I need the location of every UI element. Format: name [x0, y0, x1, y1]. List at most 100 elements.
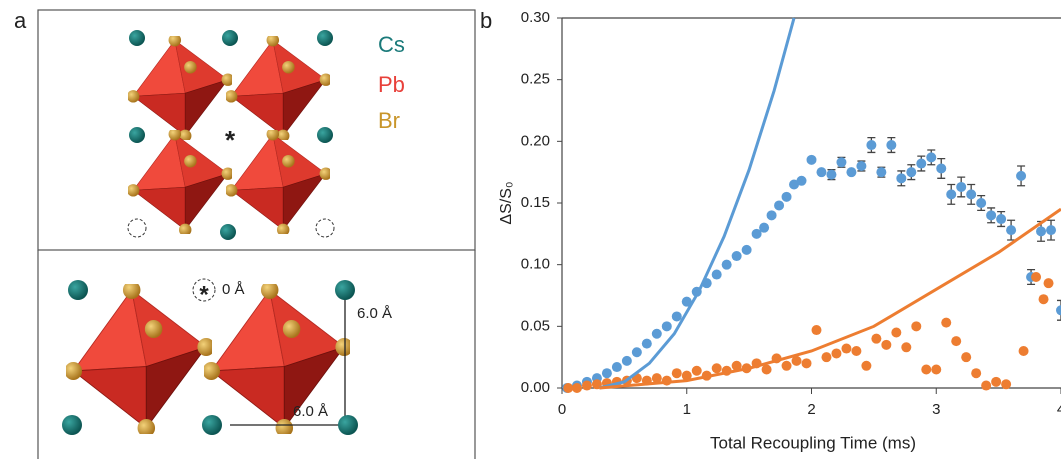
- data-point: [774, 200, 785, 211]
- y-tick-label: 0.10: [521, 256, 550, 273]
- data-point: [806, 154, 817, 165]
- marker: *: [225, 125, 236, 155]
- data-point: [781, 360, 792, 371]
- marker: *: [199, 281, 209, 308]
- data-point: [711, 269, 722, 280]
- panel-a: a * Cs Pb Br * 0 Å 6.0 Å 6.0 Å: [14, 8, 476, 459]
- data-point: [896, 173, 907, 184]
- data-point: [621, 355, 632, 366]
- data-point: [671, 368, 682, 379]
- data-point: [901, 342, 912, 353]
- data-point: [641, 338, 652, 349]
- data-point: [846, 167, 857, 178]
- data-point: [891, 327, 902, 338]
- octahedron: [204, 284, 350, 434]
- y-tick-label: 0.05: [521, 317, 550, 334]
- data-point: [741, 244, 752, 255]
- data-point: [876, 167, 887, 178]
- data-point: [681, 296, 692, 307]
- fit-curve: [599, 17, 796, 390]
- octahedron: [128, 36, 232, 140]
- data-point: [571, 383, 582, 393]
- data-point: [801, 358, 812, 369]
- data-point: [881, 339, 892, 350]
- data-point: [1056, 305, 1061, 316]
- octahedron: [128, 130, 232, 234]
- data-point: [759, 222, 770, 233]
- data-point: [956, 181, 967, 192]
- data-point: [601, 368, 612, 379]
- data-point: [991, 376, 1002, 387]
- data-point: [911, 321, 922, 332]
- data-point: [966, 189, 977, 200]
- vacancy: [192, 278, 216, 302]
- octahedron: [226, 36, 330, 140]
- data-point: [961, 352, 972, 363]
- data-point: [886, 140, 897, 151]
- data-point: [651, 373, 662, 384]
- data-point: [836, 157, 847, 168]
- data-point: [951, 336, 962, 347]
- data-point: [851, 346, 862, 356]
- data-point: [841, 343, 852, 354]
- data-point: [821, 352, 832, 363]
- data-point: [651, 328, 662, 339]
- data-point: [1038, 294, 1049, 305]
- data-point: [1043, 278, 1054, 289]
- octahedron: [66, 284, 212, 434]
- data-point: [581, 380, 592, 391]
- data-point: [1001, 379, 1012, 390]
- data-point: [981, 380, 992, 391]
- data-point: [861, 360, 872, 371]
- data-point: [766, 210, 777, 221]
- data-point: [996, 214, 1007, 225]
- frame: [37, 9, 476, 251]
- x-axis-label: Total Recoupling Time (ms): [710, 433, 916, 452]
- data-point: [926, 152, 937, 163]
- vacancy: [315, 218, 335, 238]
- data-point: [906, 167, 917, 178]
- data-point: [1036, 226, 1047, 237]
- data-point: [971, 368, 982, 379]
- data-point: [1018, 346, 1029, 356]
- data-point: [691, 365, 702, 376]
- legend-label: Pb: [378, 72, 405, 97]
- error-bar: [1057, 299, 1061, 321]
- frame: [37, 250, 476, 459]
- vacancy: [127, 218, 147, 238]
- data-point: [731, 360, 742, 371]
- data-point: [946, 189, 957, 200]
- cs-atoms: [62, 280, 358, 435]
- data-point: [1016, 170, 1027, 181]
- data-point: [1031, 272, 1042, 282]
- legend-label: Br: [378, 108, 400, 133]
- y-tick-label: 0.30: [521, 9, 550, 26]
- data-point: [611, 362, 622, 373]
- data-point: [789, 179, 800, 190]
- data-point: [781, 191, 792, 202]
- x-tick-label: 4: [1057, 401, 1061, 418]
- data-point: [936, 163, 947, 174]
- y-tick-label: 0.15: [521, 194, 550, 211]
- cs-atoms: [129, 30, 333, 240]
- data-point: [751, 228, 762, 239]
- data-point: [563, 383, 574, 393]
- x-tick-label: 2: [807, 401, 815, 418]
- data-point: [921, 364, 932, 375]
- fit-curve: [599, 207, 1061, 390]
- data-point: [941, 317, 952, 328]
- y-tick-label: 0.20: [521, 132, 550, 149]
- data-point: [871, 333, 882, 344]
- annotation: 6.0 Å: [357, 305, 392, 322]
- data-point: [856, 161, 867, 171]
- annotation: 0 Å: [222, 281, 245, 298]
- data-point: [831, 348, 842, 359]
- y-axis-label: ΔS/S₀: [498, 181, 515, 224]
- data-point: [811, 325, 822, 336]
- data-point: [796, 175, 807, 186]
- x-tick-label: 3: [932, 401, 940, 418]
- data-point: [731, 251, 742, 262]
- y-tick-label: 0.25: [521, 71, 550, 88]
- data-point: [826, 169, 837, 180]
